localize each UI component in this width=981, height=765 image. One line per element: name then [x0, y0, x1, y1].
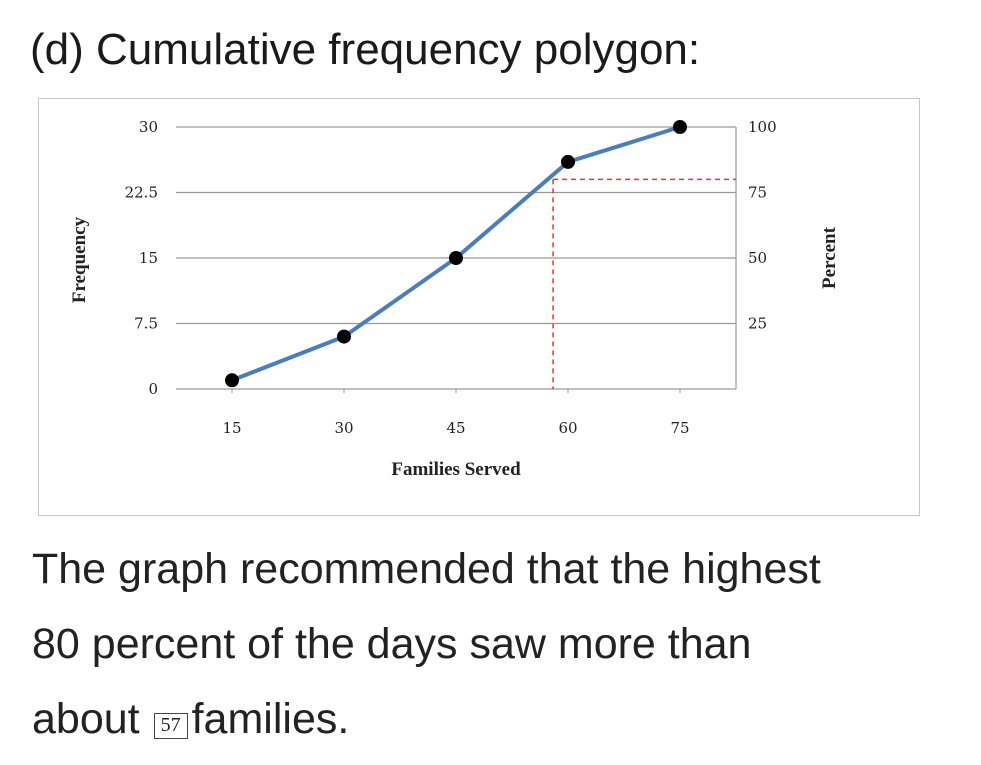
- sentence-line-1: The graph recommended that the highest: [32, 545, 821, 593]
- y-axis-title: Frequency: [69, 216, 90, 303]
- x-tick-label: 15: [222, 419, 241, 437]
- data-point: [673, 120, 687, 134]
- x-tick-label: 30: [334, 419, 353, 437]
- y2-tick-label: 25: [748, 315, 767, 333]
- y-tick-label: 22.5: [125, 184, 158, 202]
- sentence-line-3: about 57 families.: [32, 682, 962, 757]
- x-tick-label: 60: [558, 419, 577, 437]
- cumulative-frequency-chart: 0 7.5 15 22.5 30 15 30 45 60 75 25 50 75 100 Families …: [69, 118, 840, 480]
- data-point: [337, 329, 351, 344]
- x-tick-label: 45: [446, 419, 465, 437]
- answer-input[interactable]: 57: [153, 713, 188, 739]
- sentence-families: families.: [191, 695, 350, 743]
- y-tick-label: 7.5: [134, 315, 158, 333]
- sentence-about: about: [32, 695, 140, 743]
- y2-tick-label: 75: [748, 184, 767, 202]
- y-tick-label: 0: [148, 380, 158, 398]
- x-axis-title: Families Served: [391, 459, 521, 480]
- sentence-line-2: 80 percent of the days saw more than: [32, 620, 752, 668]
- data-point: [225, 373, 239, 388]
- data-point: [561, 154, 575, 169]
- y-tick-label: 15: [139, 249, 158, 267]
- data-point: [449, 251, 463, 265]
- y2-tick-label: 50: [748, 249, 767, 267]
- heading: (d) Cumulative frequency polygon:: [30, 25, 701, 74]
- y-tick-label: 30: [139, 118, 158, 136]
- chart-frame: 0 7.5 15 22.5 30 15 30 45 60 75 25 50 75 100 Families …: [38, 98, 920, 516]
- x-tick-label: 75: [670, 419, 689, 437]
- y2-axis-title: Percent: [819, 226, 840, 289]
- body-text: The graph recommended that the highest 8…: [32, 532, 962, 757]
- y2-tick-label: 100: [748, 118, 777, 136]
